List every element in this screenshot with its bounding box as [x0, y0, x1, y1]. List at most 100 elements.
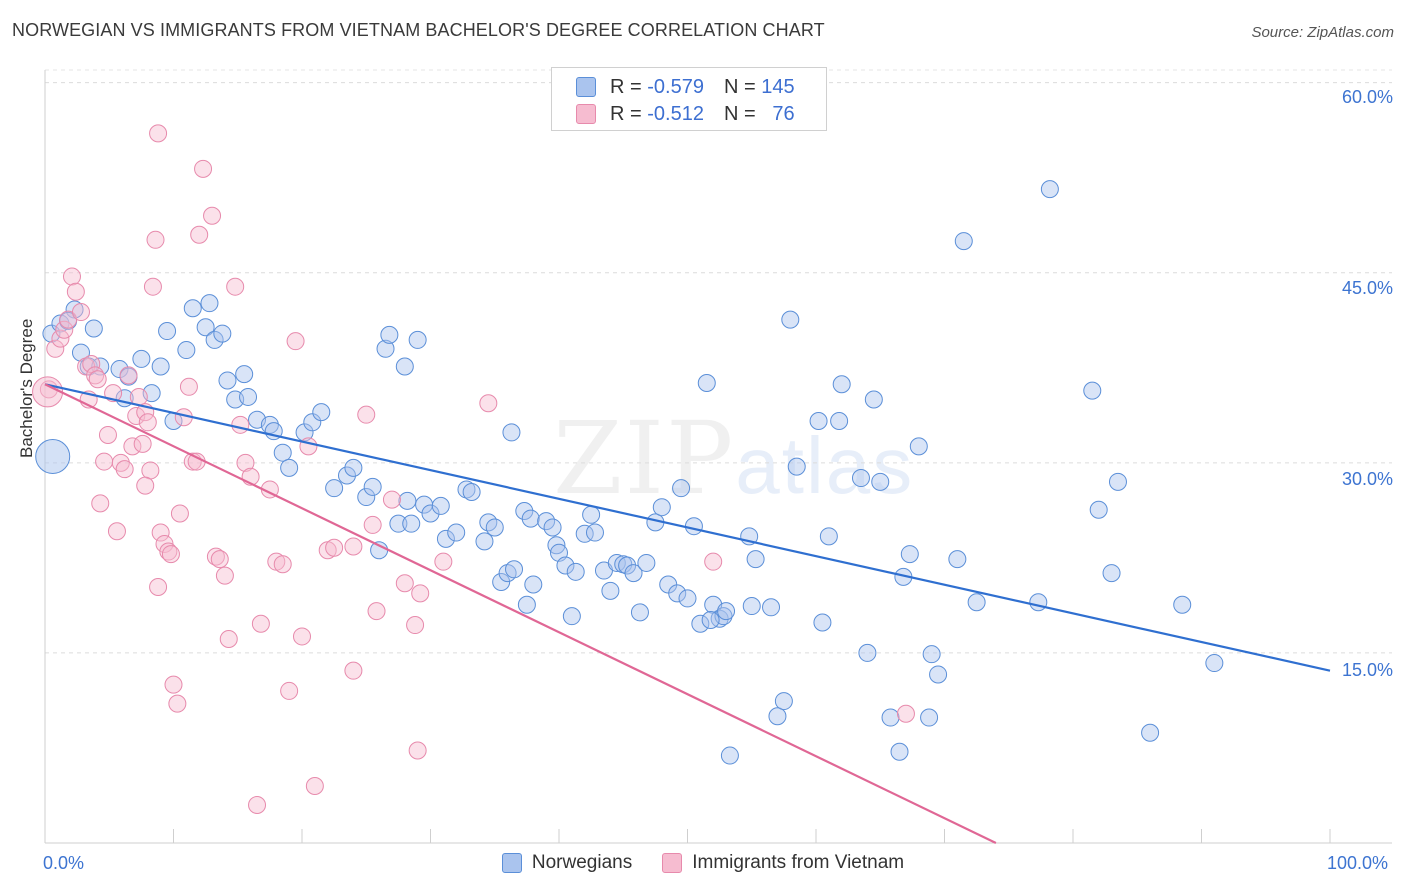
norwegians-point: [521, 509, 540, 528]
norwegians-point: [556, 556, 575, 575]
vietnam-point: [367, 602, 386, 621]
norwegians-point: [402, 514, 421, 533]
n-label: N =: [723, 102, 756, 125]
norwegians-point: [871, 472, 890, 491]
vietnam-point: [146, 230, 165, 249]
norwegians-point: [851, 469, 870, 488]
norwegians-point: [684, 517, 703, 536]
vietnam-point: [325, 538, 344, 557]
norwegians-point: [110, 360, 129, 379]
norwegians-point: [436, 529, 455, 548]
vietnam-point: [159, 542, 178, 561]
vietnam-point: [434, 552, 453, 571]
vietnam-point: [151, 523, 170, 542]
series-legend: Norwegians Immigrants from Vietnam: [0, 852, 1406, 874]
norwegians-point: [668, 584, 687, 603]
norwegians-point: [618, 556, 637, 575]
r-label: R =: [610, 75, 642, 98]
norwegians-point: [183, 299, 202, 318]
norwegians-point: [678, 589, 697, 608]
norwegians-point: [408, 330, 427, 349]
norwegians-point: [746, 550, 765, 569]
legend-item-norwegians[interactable]: Norwegians: [501, 852, 633, 874]
norwegians-point: [475, 532, 494, 551]
norwegians-point: [697, 374, 716, 393]
y-axis-title: Bachelor's Degree: [17, 318, 36, 458]
vietnam-point: [194, 159, 213, 178]
vietnam-point: [210, 550, 229, 569]
vietnam-point: [363, 515, 382, 534]
vietnam-point: [357, 405, 376, 424]
norwegians-point: [235, 365, 254, 384]
vietnam-point: [226, 277, 245, 296]
norwegians-point: [196, 318, 215, 337]
norwegians-point: [954, 232, 973, 251]
norwegians-point: [630, 603, 649, 622]
vietnam-point: [344, 661, 363, 680]
norwegians-point: [582, 505, 601, 524]
vietnam-point: [62, 267, 81, 286]
norwegians-point: [858, 643, 877, 662]
y-tick-label-60: 60.0%: [1341, 87, 1393, 107]
vietnam-point: [55, 320, 74, 339]
norwegians-point: [607, 553, 626, 572]
vietnam-point: [344, 537, 363, 556]
norwegians-point: [515, 501, 534, 520]
y-tick-label-30: 30.0%: [1341, 469, 1393, 489]
norwegians-trend-line: [44, 383, 1331, 672]
norwegians-point: [462, 482, 481, 501]
norwegians-point: [1083, 381, 1102, 400]
vietnam-point: [51, 329, 70, 348]
norwegians-point: [1173, 595, 1192, 614]
norwegians-point: [774, 692, 793, 711]
vietnam-point: [251, 614, 270, 633]
pink-swatch: [662, 853, 683, 873]
norwegians-point: [502, 423, 521, 442]
vietnam-point: [71, 303, 90, 322]
vietnam-point: [46, 339, 65, 358]
norwegians-point: [132, 349, 151, 368]
blue-swatch: [576, 77, 596, 97]
norwegians-point: [177, 341, 196, 360]
norwegians-point: [672, 479, 691, 498]
norwegians-point: [492, 572, 511, 591]
vietnam-point: [280, 681, 299, 700]
n-label: N =: [723, 75, 756, 98]
vietnam-point: [164, 675, 183, 694]
blue-swatch: [501, 853, 522, 873]
vietnam-point: [143, 277, 162, 296]
vietnam-point: [236, 453, 255, 472]
norwegians-point: [1141, 723, 1160, 742]
norwegians-point: [35, 439, 71, 474]
norwegians-point: [312, 403, 331, 422]
chart-title: NORWEGIAN VS IMMIGRANTS FROM VIETNAM BAC…: [12, 20, 825, 40]
norwegians-point: [720, 746, 739, 765]
norwegians-point: [864, 390, 883, 409]
norwegians-point: [691, 614, 710, 633]
norwegians-point: [517, 595, 536, 614]
vietnam-point: [395, 574, 414, 593]
norwegians-point: [967, 593, 986, 612]
vietnam-point: [179, 377, 198, 396]
vietnam-point: [95, 452, 114, 471]
legend-label-norwegians: Norwegians: [531, 852, 633, 873]
watermark-atlas: atlas: [735, 421, 915, 510]
vietnam-point: [382, 490, 401, 509]
norwegians-point: [457, 480, 476, 499]
vietnam-point: [248, 795, 267, 814]
norwegians-point: [1108, 472, 1127, 491]
norwegians-point: [200, 294, 219, 313]
vietnam-point: [190, 225, 209, 244]
vietnam-point: [219, 629, 238, 648]
vietnam-point: [203, 206, 222, 225]
vietnam-point: [896, 704, 915, 723]
x-tick-label-min: 0.0%: [43, 853, 85, 873]
vietnam-point: [149, 124, 168, 143]
norwegians-point: [948, 550, 967, 569]
norwegians-point: [376, 339, 395, 358]
norwegians-point: [485, 518, 504, 537]
r-label: R =: [610, 102, 642, 125]
norwegians-point: [213, 324, 232, 343]
legend-item-vietnam[interactable]: Immigrants from Vietnam: [662, 852, 904, 874]
